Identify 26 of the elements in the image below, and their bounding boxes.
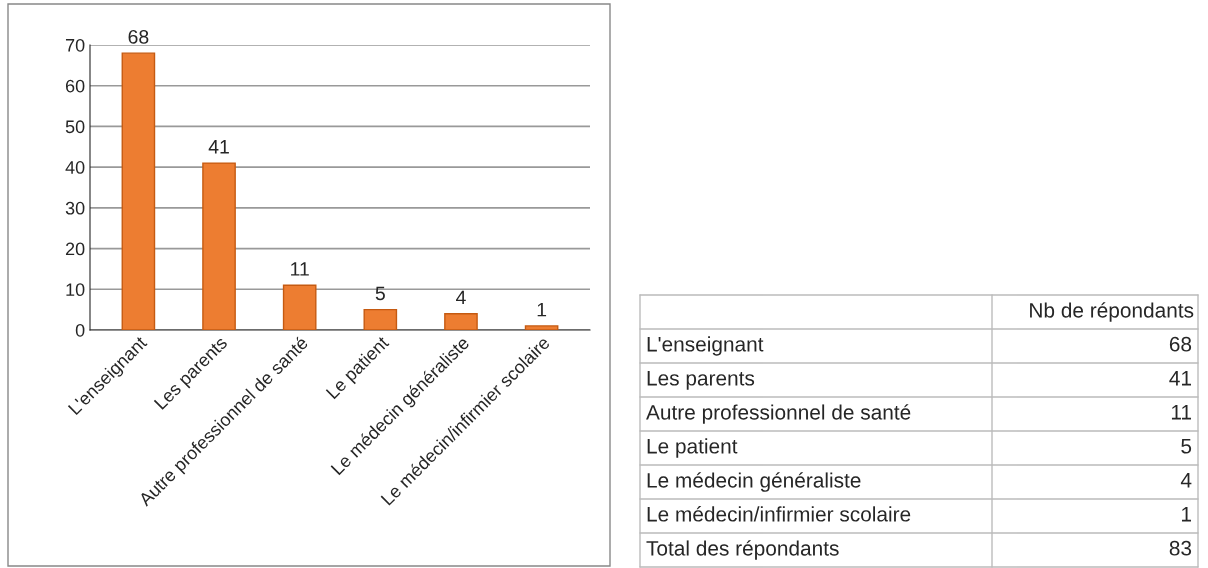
y-tick-label: 0 (75, 323, 85, 337)
text: Total des répondants (646, 540, 839, 560)
y-tick-label: 30 (65, 201, 85, 215)
data-label: 5 (375, 286, 385, 301)
y-tick-label: 20 (65, 242, 85, 256)
y-tick-label: 70 (65, 38, 85, 52)
category-label: Le médecin/infirmier scolaire (647, 506, 911, 522)
data-label: 11 (291, 262, 309, 276)
data-label: 68 (128, 29, 149, 44)
text: 68 (1169, 336, 1192, 352)
y-tick-label: 50 (65, 120, 85, 134)
text: 4 (1180, 473, 1192, 488)
data-label: 41 (208, 140, 229, 154)
category-label: Le patient (647, 438, 738, 458)
y-tick-label: 10 (66, 283, 85, 297)
data-label: 1 (537, 302, 547, 317)
y-tick-label: 40 (65, 161, 85, 174)
text: 83 (1169, 540, 1192, 556)
text: Nb de répondants (1030, 302, 1194, 322)
text: 5 (1181, 439, 1192, 454)
text: 11 (1171, 405, 1191, 420)
category-label: Le médecin généraliste (647, 472, 861, 492)
y-tick-label: 60 (65, 79, 85, 93)
text: 41 (1169, 371, 1191, 386)
data-label: 4 (456, 290, 466, 305)
text: 1 (1182, 507, 1191, 522)
